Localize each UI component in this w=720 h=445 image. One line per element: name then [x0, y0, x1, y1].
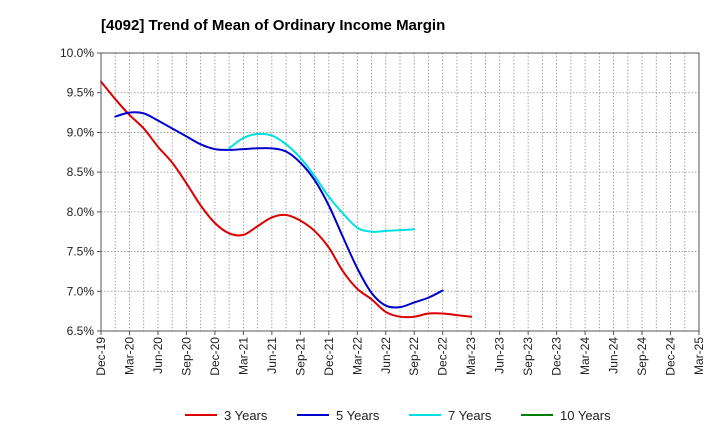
x-tick-label: Jun-21	[265, 337, 279, 374]
y-tick-label: 8.0%	[67, 205, 95, 219]
legend-label-3-years: 3 Years	[224, 408, 268, 423]
x-tick-label: Dec-23	[550, 337, 564, 376]
y-tick-label: 6.5%	[67, 324, 95, 338]
x-tick-label: Mar-23	[464, 337, 478, 375]
series-line-3-years	[100, 80, 473, 319]
x-tick-label: Dec-19	[94, 337, 108, 376]
x-tick-label: Dec-22	[436, 337, 450, 376]
legend-label-10-years: 10 Years	[560, 408, 611, 423]
x-tick-label: Jun-20	[151, 337, 165, 374]
x-tick-label: Jun-22	[379, 337, 393, 374]
y-tick-label: 9.0%	[67, 125, 95, 139]
x-tick-label: Jun-24	[607, 337, 621, 374]
x-tick-label: Sep-20	[179, 337, 193, 376]
axes: 10.0% 9.5% 9.0% 8.5% 8.0% 7.5% 7.0% 6.5%Dec-19 M…	[60, 46, 706, 376]
x-tick-label: Jun-23	[493, 337, 507, 374]
chart-title: [4092] Trend of Mean of Ordinary Income …	[101, 17, 445, 34]
x-tick-label: Dec-24	[664, 337, 678, 376]
x-tick-label: Dec-21	[322, 337, 336, 376]
x-tick-label: Mar-21	[236, 337, 250, 375]
x-tick-label: Mar-25	[692, 337, 706, 375]
legend-label-7-years: 7 Years	[448, 408, 492, 423]
x-tick-label: Sep-22	[407, 337, 421, 376]
y-tick-label: 10.0%	[60, 46, 94, 60]
x-tick-label: Mar-20	[122, 337, 136, 375]
x-tick-label: Sep-24	[635, 337, 649, 376]
y-tick-label: 9.5%	[67, 86, 95, 100]
y-tick-label: 8.5%	[67, 165, 95, 179]
x-tick-label: Sep-23	[521, 337, 535, 376]
x-tick-label: Dec-20	[208, 337, 222, 376]
y-tick-label: 7.5%	[67, 245, 95, 259]
grid-lines	[101, 53, 699, 331]
x-tick-label: Mar-22	[350, 337, 364, 375]
x-tick-label: Mar-24	[578, 337, 592, 375]
y-tick-label: 7.0%	[67, 284, 95, 298]
series-line-5-years	[114, 111, 444, 309]
legend-label-5-years: 5 Years	[336, 408, 380, 423]
series-line-7-years	[228, 132, 416, 233]
series-lines	[100, 80, 473, 319]
legend: 3 Years 5 Years 7 Years 10 Years	[185, 408, 611, 423]
plot-frame	[100, 52, 700, 332]
x-tick-label: Sep-21	[293, 337, 307, 376]
